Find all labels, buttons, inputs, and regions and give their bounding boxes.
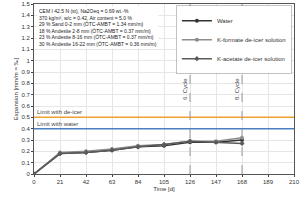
svg-text:168: 168 xyxy=(237,179,248,185)
svg-text:K-formate de-icer solution: K-formate de-icer solution xyxy=(217,37,286,43)
svg-text:0.4: 0.4 xyxy=(21,126,30,132)
svg-text:0.7: 0.7 xyxy=(21,92,30,98)
svg-text:Time [d]: Time [d] xyxy=(153,186,175,192)
svg-text:0.8: 0.8 xyxy=(21,80,30,86)
svg-text:42: 42 xyxy=(83,179,90,185)
svg-text:Water: Water xyxy=(217,18,233,24)
svg-text:84: 84 xyxy=(135,179,142,185)
svg-text:1.5: 1.5 xyxy=(21,1,30,7)
svg-text:1: 1 xyxy=(26,58,30,64)
svg-text:K-acetate de-icer solution: K-acetate de-icer solution xyxy=(217,56,285,62)
svg-text:Limit with water: Limit with water xyxy=(37,121,78,127)
svg-text:6. Cycle: 6. Cycle xyxy=(182,78,188,100)
svg-text:147: 147 xyxy=(211,179,222,185)
svg-text:0.1: 0.1 xyxy=(21,160,30,166)
svg-text:0.2: 0.2 xyxy=(21,148,30,154)
svg-text:210: 210 xyxy=(289,179,300,185)
svg-text:0.3: 0.3 xyxy=(21,137,30,143)
svg-text:8. Cycle: 8. Cycle xyxy=(234,78,240,100)
svg-text:1.3: 1.3 xyxy=(21,24,30,30)
svg-text:105: 105 xyxy=(159,179,170,185)
svg-text:Limit with de-icer: Limit with de-icer xyxy=(37,109,82,115)
svg-text:CEM I 42.5 N (st), Na2Oeq = 0.: CEM I 42.5 N (st), Na2Oeq = 0.69 wt.-%37… xyxy=(39,8,157,47)
svg-text:1.2: 1.2 xyxy=(21,35,30,41)
svg-text:0: 0 xyxy=(32,179,36,185)
svg-text:1.4: 1.4 xyxy=(21,12,30,18)
svg-text:1.1: 1.1 xyxy=(21,46,30,52)
svg-text:0.9: 0.9 xyxy=(21,69,30,75)
svg-text:0: 0 xyxy=(26,171,30,177)
svg-text:0.5: 0.5 xyxy=(21,114,30,120)
svg-text:Expansion [mm/m = ‰]: Expansion [mm/m = ‰] xyxy=(13,57,19,120)
svg-text:126: 126 xyxy=(185,179,196,185)
svg-text:21: 21 xyxy=(57,179,64,185)
svg-text:189: 189 xyxy=(263,179,274,185)
svg-text:0.6: 0.6 xyxy=(21,103,30,109)
svg-text:63: 63 xyxy=(109,179,116,185)
